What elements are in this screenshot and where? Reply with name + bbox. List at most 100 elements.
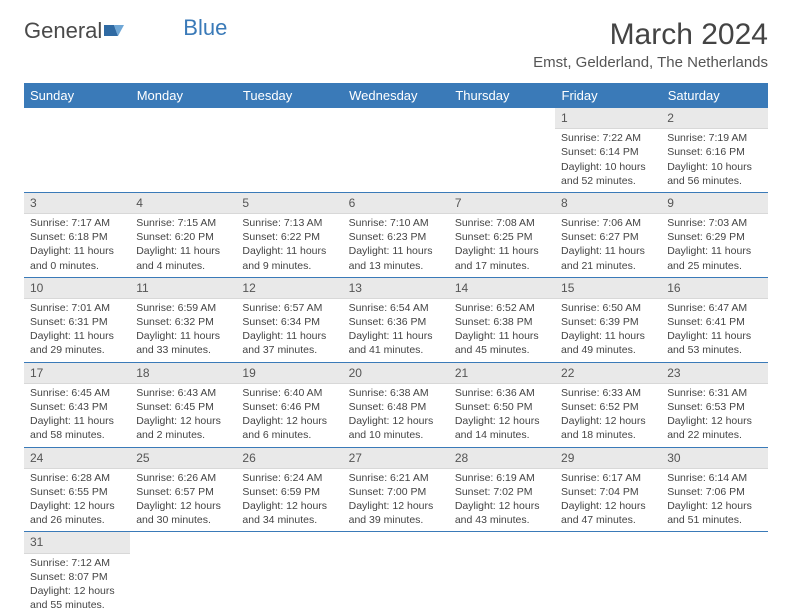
- day-content: Sunrise: 7:12 AMSunset: 8:07 PMDaylight:…: [24, 554, 130, 616]
- day-content: Sunrise: 7:10 AMSunset: 6:23 PMDaylight:…: [343, 214, 449, 277]
- day-line: Sunrise: 6:52 AM: [455, 301, 549, 315]
- day-content: Sunrise: 7:06 AMSunset: 6:27 PMDaylight:…: [555, 214, 661, 277]
- day-content: Sunrise: 6:17 AMSunset: 7:04 PMDaylight:…: [555, 469, 661, 532]
- day-content: Sunrise: 6:59 AMSunset: 6:32 PMDaylight:…: [130, 299, 236, 362]
- day-line: and 52 minutes.: [561, 174, 655, 188]
- calendar-cell: 29Sunrise: 6:17 AMSunset: 7:04 PMDayligh…: [555, 447, 661, 532]
- day-line: Sunset: 7:00 PM: [349, 485, 443, 499]
- location-text: Emst, Gelderland, The Netherlands: [533, 54, 768, 71]
- calendar-week-row: 1Sunrise: 7:22 AMSunset: 6:14 PMDaylight…: [24, 108, 768, 192]
- day-line: Daylight: 12 hours: [667, 414, 761, 428]
- day-line: and 33 minutes.: [136, 343, 230, 357]
- day-line: Daylight: 11 hours: [242, 329, 336, 343]
- day-number: 10: [24, 278, 130, 299]
- page-title: March 2024: [533, 18, 768, 52]
- day-line: and 29 minutes.: [30, 343, 124, 357]
- calendar-cell: 30Sunrise: 6:14 AMSunset: 7:06 PMDayligh…: [661, 447, 767, 532]
- calendar-cell: 16Sunrise: 6:47 AMSunset: 6:41 PMDayligh…: [661, 277, 767, 362]
- day-line: Sunset: 6:46 PM: [242, 400, 336, 414]
- day-line: Sunrise: 7:13 AM: [242, 216, 336, 230]
- day-line: and 45 minutes.: [455, 343, 549, 357]
- day-line: Daylight: 11 hours: [455, 329, 549, 343]
- day-number: 12: [236, 278, 342, 299]
- calendar-cell: 18Sunrise: 6:43 AMSunset: 6:45 PMDayligh…: [130, 362, 236, 447]
- calendar-cell: 26Sunrise: 6:24 AMSunset: 6:59 PMDayligh…: [236, 447, 342, 532]
- day-content: Sunrise: 7:13 AMSunset: 6:22 PMDaylight:…: [236, 214, 342, 277]
- day-line: Sunrise: 6:50 AM: [561, 301, 655, 315]
- title-block: March 2024 Emst, Gelderland, The Netherl…: [533, 18, 768, 71]
- calendar-cell: [449, 532, 555, 616]
- day-line: Sunset: 6:43 PM: [30, 400, 124, 414]
- day-line: and 10 minutes.: [349, 428, 443, 442]
- calendar-cell: 6Sunrise: 7:10 AMSunset: 6:23 PMDaylight…: [343, 192, 449, 277]
- day-line: Sunrise: 7:17 AM: [30, 216, 124, 230]
- day-line: Sunrise: 6:57 AM: [242, 301, 336, 315]
- calendar-cell: 25Sunrise: 6:26 AMSunset: 6:57 PMDayligh…: [130, 447, 236, 532]
- day-line: Sunset: 6:20 PM: [136, 230, 230, 244]
- day-line: Sunset: 8:07 PM: [30, 570, 124, 584]
- calendar-week-row: 31Sunrise: 7:12 AMSunset: 8:07 PMDayligh…: [24, 532, 768, 616]
- day-line: Daylight: 12 hours: [455, 414, 549, 428]
- day-line: and 14 minutes.: [455, 428, 549, 442]
- day-content: Sunrise: 7:22 AMSunset: 6:14 PMDaylight:…: [555, 129, 661, 192]
- calendar-cell: 27Sunrise: 6:21 AMSunset: 7:00 PMDayligh…: [343, 447, 449, 532]
- day-line: Sunrise: 7:19 AM: [667, 131, 761, 145]
- day-number: 2: [661, 108, 767, 129]
- day-line: Sunrise: 7:12 AM: [30, 556, 124, 570]
- calendar-cell: 17Sunrise: 6:45 AMSunset: 6:43 PMDayligh…: [24, 362, 130, 447]
- calendar-cell: 7Sunrise: 7:08 AMSunset: 6:25 PMDaylight…: [449, 192, 555, 277]
- calendar-cell: [24, 108, 130, 192]
- day-content: Sunrise: 6:33 AMSunset: 6:52 PMDaylight:…: [555, 384, 661, 447]
- day-line: Daylight: 11 hours: [349, 329, 443, 343]
- calendar-cell: 4Sunrise: 7:15 AMSunset: 6:20 PMDaylight…: [130, 192, 236, 277]
- day-line: and 53 minutes.: [667, 343, 761, 357]
- day-content: Sunrise: 7:15 AMSunset: 6:20 PMDaylight:…: [130, 214, 236, 277]
- day-number: 7: [449, 193, 555, 214]
- calendar-cell: 3Sunrise: 7:17 AMSunset: 6:18 PMDaylight…: [24, 192, 130, 277]
- calendar-body: 1Sunrise: 7:22 AMSunset: 6:14 PMDaylight…: [24, 108, 768, 616]
- calendar-cell: [555, 532, 661, 616]
- day-content: Sunrise: 7:08 AMSunset: 6:25 PMDaylight:…: [449, 214, 555, 277]
- day-line: Sunrise: 7:10 AM: [349, 216, 443, 230]
- day-line: and 9 minutes.: [242, 259, 336, 273]
- day-line: Sunset: 6:55 PM: [30, 485, 124, 499]
- day-line: and 26 minutes.: [30, 513, 124, 527]
- day-line: Sunrise: 6:26 AM: [136, 471, 230, 485]
- day-content: Sunrise: 6:14 AMSunset: 7:06 PMDaylight:…: [661, 469, 767, 532]
- weekday-header-row: Sunday Monday Tuesday Wednesday Thursday…: [24, 83, 768, 108]
- day-line: and 51 minutes.: [667, 513, 761, 527]
- day-content: Sunrise: 6:36 AMSunset: 6:50 PMDaylight:…: [449, 384, 555, 447]
- calendar-cell: [236, 532, 342, 616]
- day-line: Sunrise: 6:14 AM: [667, 471, 761, 485]
- day-content: Sunrise: 7:01 AMSunset: 6:31 PMDaylight:…: [24, 299, 130, 362]
- day-number: 17: [24, 363, 130, 384]
- day-line: Sunrise: 6:21 AM: [349, 471, 443, 485]
- calendar-cell: 19Sunrise: 6:40 AMSunset: 6:46 PMDayligh…: [236, 362, 342, 447]
- day-line: and 55 minutes.: [30, 598, 124, 612]
- day-line: Sunset: 6:25 PM: [455, 230, 549, 244]
- day-line: Sunset: 6:31 PM: [30, 315, 124, 329]
- day-line: Sunset: 7:04 PM: [561, 485, 655, 499]
- day-line: Sunrise: 7:01 AM: [30, 301, 124, 315]
- day-line: Sunrise: 7:03 AM: [667, 216, 761, 230]
- day-line: Daylight: 12 hours: [455, 499, 549, 513]
- day-line: Sunset: 6:18 PM: [30, 230, 124, 244]
- calendar-cell: 12Sunrise: 6:57 AMSunset: 6:34 PMDayligh…: [236, 277, 342, 362]
- calendar-cell: 13Sunrise: 6:54 AMSunset: 6:36 PMDayligh…: [343, 277, 449, 362]
- day-content: Sunrise: 6:24 AMSunset: 6:59 PMDaylight:…: [236, 469, 342, 532]
- day-number: 14: [449, 278, 555, 299]
- day-number: 27: [343, 448, 449, 469]
- day-line: Sunrise: 6:31 AM: [667, 386, 761, 400]
- day-line: Daylight: 11 hours: [455, 244, 549, 258]
- day-content: Sunrise: 7:19 AMSunset: 6:16 PMDaylight:…: [661, 129, 767, 192]
- calendar-week-row: 3Sunrise: 7:17 AMSunset: 6:18 PMDaylight…: [24, 192, 768, 277]
- day-line: Daylight: 11 hours: [667, 244, 761, 258]
- day-line: Sunset: 7:06 PM: [667, 485, 761, 499]
- day-line: and 56 minutes.: [667, 174, 761, 188]
- day-line: Sunset: 6:22 PM: [242, 230, 336, 244]
- day-number: 20: [343, 363, 449, 384]
- day-number: 21: [449, 363, 555, 384]
- day-line: Daylight: 12 hours: [667, 499, 761, 513]
- calendar-cell: 11Sunrise: 6:59 AMSunset: 6:32 PMDayligh…: [130, 277, 236, 362]
- day-line: and 41 minutes.: [349, 343, 443, 357]
